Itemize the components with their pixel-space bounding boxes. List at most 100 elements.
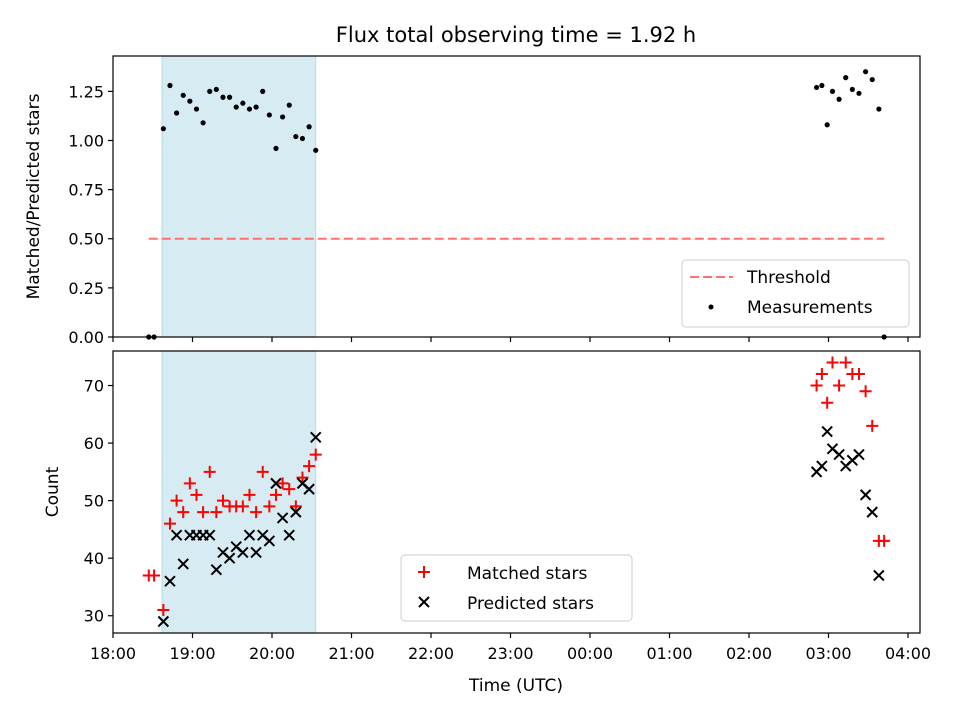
measurement-point	[813, 84, 820, 91]
matched-stars-point	[210, 506, 223, 519]
measurement-point	[286, 102, 292, 108]
legend-measurements-label: Measurements	[747, 298, 873, 318]
chart-title: Flux total observing time = 1.92 h	[336, 23, 696, 47]
predicted-stars-point	[816, 460, 828, 472]
observing-window-shade-bottom	[161, 350, 317, 634]
bottom-y-ticks: 30 40 50 60 70	[84, 377, 113, 626]
x-tick-label: 00:00	[567, 644, 613, 663]
top-legend-box	[681, 259, 910, 328]
predicted-stars-point	[223, 552, 236, 564]
measurement-point	[200, 120, 206, 126]
matched-stars-point	[283, 483, 296, 496]
matched-stars-point	[810, 379, 823, 392]
predicted-stars-point	[177, 558, 189, 570]
predicted-stars-point	[873, 569, 885, 582]
measurement-point	[849, 86, 855, 93]
predicted-stars-point	[276, 512, 289, 524]
measurement-point	[280, 114, 286, 120]
top-x-ticks	[112, 337, 909, 342]
measurement-point	[227, 94, 233, 100]
measurement-point	[299, 135, 306, 142]
x-tick-label: 21:00	[328, 644, 374, 663]
y-tick-label: 0.75	[68, 181, 104, 200]
measurement-points	[146, 69, 887, 340]
matched-stars-point	[289, 500, 302, 513]
matched-stars-point	[163, 517, 176, 530]
measurement-point	[843, 75, 849, 81]
predicted-stars-point	[866, 506, 878, 518]
top-y-ticks: 0.00 0.25 0.50 0.75 1.00 1.25	[68, 82, 113, 347]
matched-stars-point	[309, 448, 322, 461]
predicted-stars-point	[204, 529, 216, 541]
measurement-point	[829, 88, 836, 94]
y-tick-label: 50	[84, 492, 104, 511]
x-tick-label: 02:00	[726, 644, 772, 663]
matched-stars-point	[250, 506, 263, 519]
matched-stars-point	[236, 500, 249, 513]
matched-stars-point	[296, 471, 309, 484]
y-tick-label: 60	[84, 434, 104, 453]
measurement-point	[824, 122, 830, 128]
matched-stars-point	[821, 396, 834, 409]
y-tick-label: 1.25	[68, 82, 104, 101]
measurement-point	[187, 98, 193, 104]
bottom-legend-box	[400, 554, 633, 622]
matched-stars-point	[303, 460, 316, 473]
measurement-point	[213, 86, 219, 93]
measurement-point	[836, 96, 842, 102]
y-tick-label: 40	[84, 549, 104, 568]
top-panel-frame	[112, 55, 921, 338]
matched-stars-point	[157, 603, 170, 616]
y-tick-label: 0.00	[68, 328, 104, 347]
measurement-point	[819, 82, 825, 89]
y-tick-label: 70	[84, 377, 104, 396]
predicted-stars-point	[243, 529, 256, 541]
legend-matched-label: Matched stars	[467, 564, 587, 584]
predicted-stars-point	[270, 477, 282, 490]
matched-stars-point	[839, 356, 852, 369]
measurement-point	[246, 106, 253, 112]
matched-stars-point	[833, 379, 846, 392]
predicted-stars-point	[290, 506, 302, 518]
bottom-panel: 30 40 50 60 70 18:00 19:00 20:00 21:00 22:00 23:0…	[43, 350, 931, 696]
measurement-point	[240, 100, 246, 106]
matched-stars-point	[269, 488, 282, 501]
matched-stars-point	[815, 368, 828, 381]
observing-window-shade-top	[161, 55, 317, 338]
matched-stars-point	[243, 488, 256, 501]
predicted-stars-point	[157, 615, 170, 628]
matched-stars-point	[866, 419, 879, 432]
measurement-point	[293, 133, 299, 140]
y-tick-label: 0.50	[68, 230, 104, 249]
matched-stars-point	[148, 569, 161, 582]
measurement-point	[869, 76, 875, 83]
measurement-point	[180, 92, 186, 98]
measurement-point	[260, 88, 266, 94]
predicted-stars-point	[263, 535, 276, 547]
measurement-point	[876, 106, 882, 112]
bottom-legend: Matched stars Predicted stars	[400, 554, 633, 622]
matched-stars-point	[878, 534, 891, 547]
x-tick-label: 22:00	[408, 644, 454, 663]
measurement-point	[193, 106, 200, 112]
measurement-point	[174, 110, 180, 116]
predicted-stars-point	[250, 546, 262, 559]
matched-stars-point	[177, 506, 190, 519]
matched-stars-point	[183, 477, 196, 490]
measurement-point	[313, 147, 319, 153]
x-tick-label: 19:00	[169, 644, 215, 663]
bottom-x-ticks: 18:00 19:00 20:00 21:00 22:00 23:00 00:00 01:00…	[90, 633, 931, 663]
measurement-point	[306, 124, 312, 130]
predicted-stars-point	[821, 425, 833, 438]
x-tick-label: 20:00	[249, 644, 295, 663]
measurement-point	[233, 104, 239, 110]
matched-stars-point	[276, 477, 289, 490]
measurement-point	[266, 112, 272, 118]
y-tick-label: 0.25	[68, 279, 104, 298]
top-y-axis-label: Matched/Predicted stars	[24, 93, 44, 299]
predicted-stars-point	[303, 483, 315, 495]
matched-stars-point	[170, 494, 183, 507]
matched-stars-point	[852, 368, 865, 381]
predicted-stars-point	[859, 489, 872, 501]
